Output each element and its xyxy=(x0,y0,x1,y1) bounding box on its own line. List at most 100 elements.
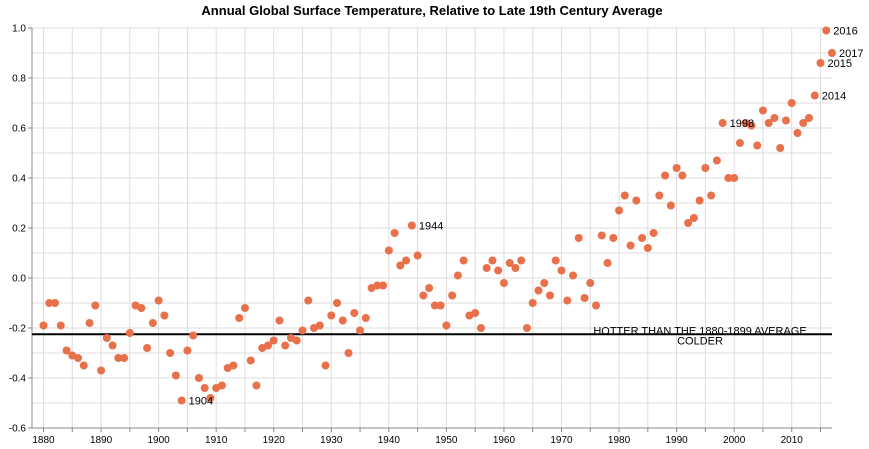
data-point xyxy=(816,59,825,67)
point-annotation: 2017 xyxy=(839,48,863,60)
data-point xyxy=(97,366,106,375)
data-point xyxy=(333,299,342,307)
data-point xyxy=(580,294,589,302)
data-point xyxy=(361,314,370,322)
data-point xyxy=(494,266,503,275)
data-point xyxy=(684,219,693,227)
data-point xyxy=(724,174,733,182)
y-tick-label: 0.8 xyxy=(12,74,26,85)
data-point xyxy=(304,296,313,305)
data-point xyxy=(735,139,744,147)
data-point xyxy=(384,246,393,255)
data-point xyxy=(597,231,606,240)
data-point xyxy=(442,321,451,330)
data-point xyxy=(758,106,767,115)
data-point xyxy=(350,309,359,317)
data-point xyxy=(574,234,583,242)
reference-label-colder: COLDER xyxy=(677,335,723,347)
data-point xyxy=(563,296,572,305)
data-point xyxy=(217,381,226,390)
data-point xyxy=(730,174,739,182)
x-tick-label: 1910 xyxy=(205,435,228,446)
y-tick-label: -0.4 xyxy=(9,374,27,385)
data-point xyxy=(436,301,445,310)
y-tick-label: 1.0 xyxy=(12,24,26,35)
data-point xyxy=(626,241,635,250)
data-point xyxy=(517,256,526,265)
x-tick-label: 1990 xyxy=(665,435,688,446)
data-point xyxy=(79,361,88,370)
data-point xyxy=(269,336,278,345)
data-point xyxy=(448,291,457,300)
data-point xyxy=(51,299,60,307)
data-point xyxy=(793,129,802,137)
data-point xyxy=(678,171,687,180)
data-point xyxy=(569,271,578,280)
data-point xyxy=(459,256,468,265)
data-point xyxy=(298,326,307,335)
x-tick-label: 1930 xyxy=(320,435,343,446)
data-point xyxy=(56,321,65,330)
data-point xyxy=(396,261,405,270)
data-point xyxy=(160,311,169,320)
data-point xyxy=(499,279,508,287)
data-point xyxy=(655,191,664,200)
data-point xyxy=(74,354,83,362)
data-point xyxy=(229,361,238,370)
data-point xyxy=(275,316,284,325)
data-point xyxy=(235,314,244,322)
point-annotation: 1998 xyxy=(730,118,754,130)
point-annotation: 2014 xyxy=(822,91,846,103)
data-point xyxy=(125,329,134,337)
data-point xyxy=(154,296,163,305)
x-tick-label: 1880 xyxy=(32,435,55,446)
data-point xyxy=(471,309,480,317)
data-point xyxy=(586,279,595,287)
data-point xyxy=(91,301,100,310)
point-annotation: 1904 xyxy=(189,396,213,408)
data-point xyxy=(488,256,497,265)
data-point xyxy=(246,356,255,365)
data-point xyxy=(321,361,330,370)
data-point xyxy=(695,196,704,205)
data-point xyxy=(643,244,652,252)
data-point xyxy=(327,311,336,320)
data-point xyxy=(194,374,203,382)
y-tick-label: 0.4 xyxy=(12,174,26,185)
data-point xyxy=(189,331,198,340)
data-point xyxy=(609,234,618,242)
point-annotation: 2016 xyxy=(833,26,857,38)
x-tick-label: 1890 xyxy=(90,435,113,446)
data-point xyxy=(183,346,192,355)
data-point xyxy=(476,324,485,332)
data-point xyxy=(810,91,819,100)
data-point xyxy=(505,259,514,267)
data-point xyxy=(592,301,601,310)
data-point xyxy=(379,281,388,290)
data-point xyxy=(177,396,186,405)
data-point xyxy=(701,164,710,172)
reference-label-hotter: HOTTER THAN THE 1880-1899 AVERAGE xyxy=(593,325,806,337)
data-point xyxy=(822,26,831,35)
data-point xyxy=(263,341,272,350)
data-point xyxy=(171,371,180,380)
data-point xyxy=(102,334,111,342)
data-point xyxy=(540,279,549,287)
y-tick-label: -0.6 xyxy=(9,424,27,435)
y-tick-label: 0.6 xyxy=(12,124,26,135)
data-point xyxy=(707,191,716,200)
data-point xyxy=(407,221,416,230)
data-point xyxy=(620,191,629,200)
data-point xyxy=(344,349,353,357)
data-point xyxy=(419,291,428,300)
data-point xyxy=(770,114,779,122)
data-point xyxy=(804,114,813,122)
point-annotation: 2015 xyxy=(827,58,851,70)
data-point xyxy=(638,234,647,242)
data-point xyxy=(338,316,347,325)
data-point xyxy=(402,256,411,265)
data-point xyxy=(747,121,756,130)
data-point xyxy=(45,299,54,307)
data-point xyxy=(718,119,727,127)
data-point xyxy=(425,284,434,292)
